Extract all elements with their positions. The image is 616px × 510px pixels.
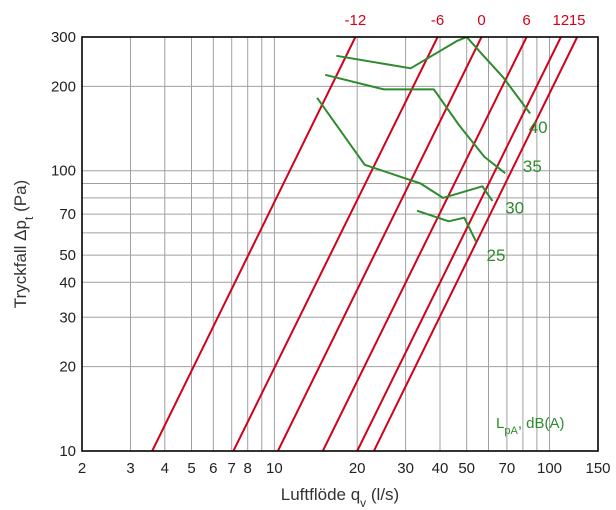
- y-tick-label: 40: [59, 274, 76, 291]
- green-series-line: [316, 97, 494, 202]
- green-series-label: 30: [505, 198, 524, 217]
- series-layer: [151, 37, 579, 451]
- y-tick-label: 50: [59, 247, 76, 264]
- x-tick-label: 100: [537, 460, 562, 477]
- green-series-label: 25: [487, 246, 506, 265]
- y-axis-label: Tryckfall Δpt (Pa): [11, 180, 36, 308]
- y-tick-label: 10: [59, 443, 76, 460]
- x-tick-label: 70: [499, 460, 516, 477]
- red-series-label: -6: [431, 12, 444, 29]
- red-series-label: -12: [345, 12, 367, 29]
- series-labels: -12 -6 0 6 12 15 40 35 30 25: [345, 12, 586, 265]
- x-tick-label: 6: [209, 460, 217, 477]
- x-tick-label: 3: [126, 460, 134, 477]
- x-tick-label: 10: [266, 460, 283, 477]
- x-tick-label: 50: [458, 460, 475, 477]
- red-series-line: [151, 37, 357, 451]
- red-series-label: 12: [553, 12, 570, 29]
- x-axis-label: Luftflöde qv (l/s): [281, 485, 399, 510]
- red-series-label: 15: [569, 12, 586, 29]
- red-series-label: 0: [477, 12, 485, 29]
- y-tick-label: 20: [59, 359, 76, 376]
- y-tick-label: 200: [51, 78, 76, 95]
- x-tick-label: 7: [228, 460, 236, 477]
- x-tick-label: 2: [78, 460, 86, 477]
- red-series-line: [232, 37, 439, 451]
- x-tick-label: 40: [432, 460, 449, 477]
- sound-level-annotation: LpA, dB(A): [496, 415, 565, 437]
- x-tick-label: 20: [349, 460, 366, 477]
- red-series-line: [321, 37, 528, 451]
- red-series-line: [277, 37, 483, 451]
- y-tick-label: 70: [59, 206, 76, 223]
- x-tick-label: 8: [244, 460, 252, 477]
- y-tick-label: 300: [51, 29, 76, 46]
- green-series-line: [336, 37, 531, 115]
- plot-frame: [81, 36, 599, 452]
- y-tick-label: 100: [51, 163, 76, 180]
- green-series-label: 40: [529, 118, 548, 137]
- red-series-line: [356, 37, 562, 451]
- green-series-line: [416, 209, 477, 242]
- x-tick-label: 5: [187, 460, 195, 477]
- tick-labels: 2 3 4 5 6 7 8 10 20 30 40 50 70 100 150 10 20 30 40 50 70 100…: [51, 29, 611, 477]
- x-tick-label: 150: [585, 460, 610, 477]
- x-tick-label: 4: [161, 460, 169, 477]
- green-series-line: [324, 73, 506, 174]
- green-series-label: 35: [523, 157, 542, 176]
- red-series-line: [373, 37, 579, 451]
- x-tick-label: 30: [397, 460, 414, 477]
- red-series-label: 6: [522, 12, 530, 29]
- y-tick-label: 30: [59, 309, 76, 326]
